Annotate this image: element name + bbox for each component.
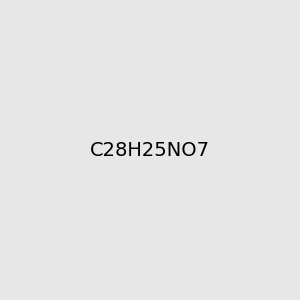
Text: C28H25NO7: C28H25NO7 xyxy=(90,140,210,160)
